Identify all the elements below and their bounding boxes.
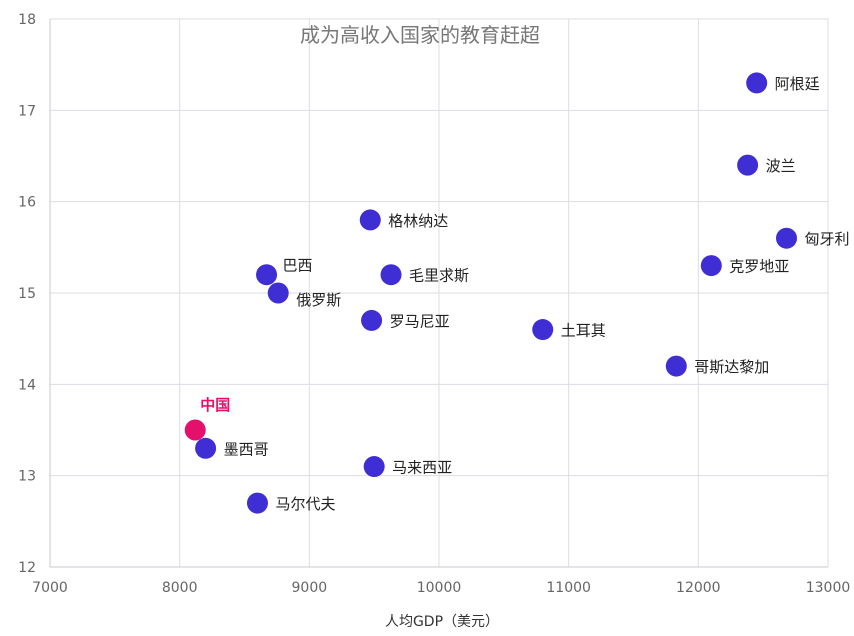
x-tick-label: 8000 — [162, 580, 198, 596]
data-point — [256, 264, 278, 286]
data-label: 马尔代夫 — [275, 495, 335, 513]
x-tick-label: 11000 — [546, 580, 591, 596]
x-tick-label: 7000 — [32, 580, 68, 596]
data-point — [532, 319, 554, 341]
y-tick-label: 12 — [18, 560, 36, 576]
x-axis-label: 人均GDP（美元） — [385, 614, 499, 630]
y-tick-label: 16 — [18, 195, 36, 211]
y-tick-label: 18 — [18, 12, 36, 28]
x-tick-label: 9000 — [292, 580, 328, 596]
y-tick-label: 17 — [18, 103, 36, 119]
data-point — [737, 154, 759, 176]
data-point — [380, 264, 402, 286]
axes — [49, 19, 828, 568]
data-point — [184, 419, 206, 441]
y-tick-label: 14 — [18, 377, 36, 393]
data-point — [700, 255, 722, 277]
y-tick-label: 15 — [18, 286, 36, 302]
tick-labels: 7000 8000 9000 10000 11000 12000 13000 12 13 14 15… — [18, 12, 850, 596]
data-label: 波兰 — [766, 157, 796, 175]
data-label: 毛里求斯 — [409, 267, 469, 285]
data-label: 土耳其 — [561, 322, 606, 340]
data-label: 阿根廷 — [775, 75, 820, 93]
data-point — [267, 282, 289, 304]
data-label: 中国 — [200, 396, 230, 414]
x-tick-label: 12000 — [676, 580, 721, 596]
data-label: 克罗地亚 — [729, 258, 789, 276]
x-tick-label: 13000 — [806, 580, 851, 596]
grid-lines — [50, 18, 829, 567]
data-point — [359, 209, 381, 231]
y-tick-label: 13 — [18, 469, 36, 485]
data-label: 俄罗斯 — [296, 291, 341, 309]
data-label: 格林纳达 — [388, 212, 448, 230]
data-point — [195, 437, 217, 459]
data-points — [184, 72, 798, 514]
data-point — [746, 72, 768, 94]
data-point — [665, 355, 687, 377]
data-point — [246, 492, 268, 514]
data-point — [361, 309, 383, 331]
data-label: 墨西哥 — [224, 440, 269, 458]
data-point — [363, 456, 385, 478]
data-label: 哥斯达黎加 — [694, 358, 769, 376]
chart-title: 成为高收入国家的教育赶超 — [300, 23, 540, 47]
x-tick-label: 10000 — [417, 580, 462, 596]
data-label: 马来西亚 — [392, 459, 452, 477]
data-point — [776, 227, 798, 249]
data-label: 匈牙利 — [805, 230, 850, 248]
data-label: 罗马尼亚 — [390, 312, 450, 330]
data-label: 巴西 — [283, 257, 313, 275]
